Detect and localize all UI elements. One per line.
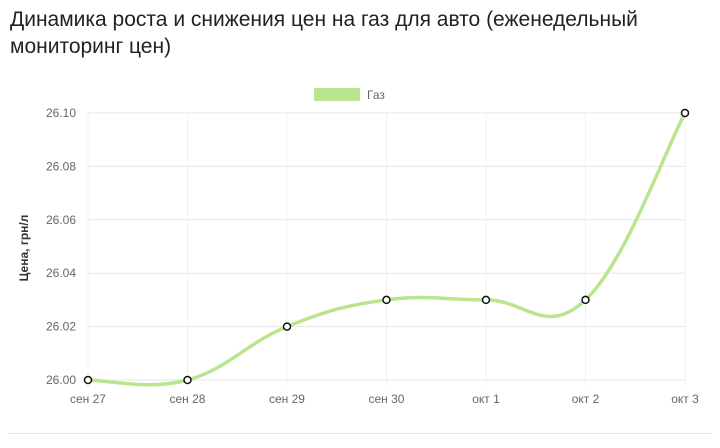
x-tick-label: сен 28 <box>170 392 206 406</box>
chart-title: Динамика роста и снижения цен на газ для… <box>10 8 638 58</box>
x-tick-label: сен 27 <box>70 392 106 406</box>
y-tick-label: 26.06 <box>46 213 76 227</box>
y-tick-label: 26.04 <box>46 266 76 280</box>
data-point[interactable] <box>680 108 690 118</box>
legend-swatch <box>314 88 360 101</box>
legend[interactable]: Газ <box>314 88 385 102</box>
x-axis: сен 27 сен 28 сен 29 сен 30 окт 1 окт 2 окт 3 <box>70 392 699 406</box>
data-point[interactable] <box>83 375 93 385</box>
x-tick-label: окт 3 <box>671 392 699 406</box>
y-tick-label: 26.08 <box>46 159 76 173</box>
x-tick-label: сен 30 <box>369 392 405 406</box>
x-tick-label: окт 2 <box>572 392 600 406</box>
data-point[interactable] <box>382 295 391 305</box>
y-tick-label: 26.10 <box>46 106 76 120</box>
data-point[interactable] <box>183 375 192 385</box>
data-points <box>83 108 690 385</box>
data-point[interactable] <box>481 295 491 305</box>
divider <box>8 433 712 434</box>
data-point[interactable] <box>282 322 292 331</box>
legend-label: Газ <box>367 88 385 102</box>
y-axis-label: Цена, грн/л <box>17 215 31 282</box>
y-axis: 26.00 26.02 26.04 26.06 26.08 26.10 <box>46 106 76 387</box>
y-tick-label: 26.02 <box>46 320 76 334</box>
y-tick-label: 26.00 <box>46 373 76 387</box>
grid <box>87 112 686 386</box>
data-point[interactable] <box>581 295 590 305</box>
x-tick-label: сен 29 <box>269 392 305 406</box>
x-tick-label: окт 1 <box>472 392 500 406</box>
